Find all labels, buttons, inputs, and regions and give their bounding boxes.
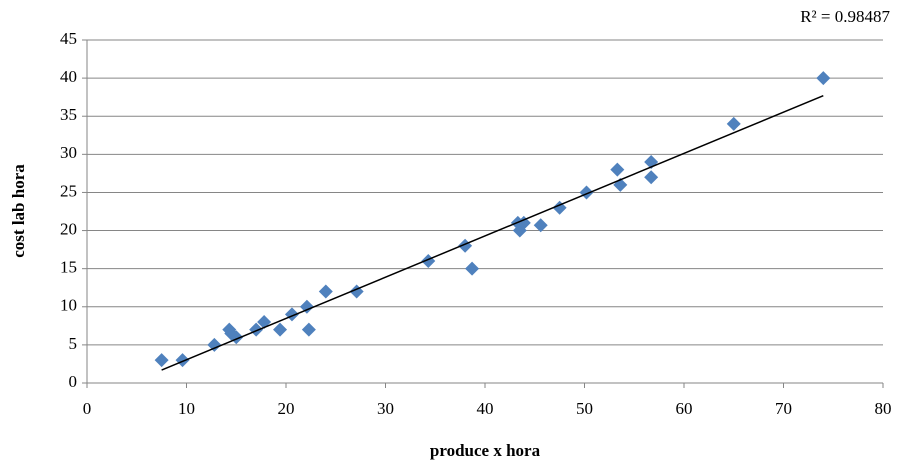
x-axis-title: produce x hora [430,441,541,460]
y-tick-label: 35 [60,105,77,124]
point [516,215,531,230]
x-tick-label: 0 [83,399,92,418]
point [318,284,333,299]
y-tick-label: 0 [69,372,78,391]
y-tick-label: 30 [60,143,77,162]
point [301,322,316,337]
trendline [161,94,824,371]
x-tick-label: 70 [775,399,792,418]
y-tick-label: 20 [60,219,77,238]
x-tick-label: 10 [178,399,195,418]
point [816,71,831,86]
point [465,261,480,276]
y-axis-title: cost lab hora [9,164,28,258]
y-tick-label: 45 [60,29,77,48]
point [207,337,222,352]
y-tick-label: 15 [60,258,77,277]
x-tick-label: 60 [676,399,693,418]
x-tick-label: 30 [377,399,394,418]
point [154,353,169,368]
x-tick-label: 20 [278,399,295,418]
point [726,116,741,131]
point [610,162,625,177]
y-tick-label: 10 [60,296,77,315]
x-tick-label: 40 [477,399,494,418]
point [421,254,436,269]
x-tick-label: 80 [875,399,892,418]
y-tick-label: 5 [69,334,78,353]
y-tick-label: 40 [60,67,77,86]
point [299,299,314,314]
point [273,322,288,337]
point [644,170,659,185]
y-tick-label: 25 [60,181,77,200]
annotation: R² = 0.98487 [800,7,890,26]
point [533,218,548,233]
x-tick-label: 50 [576,399,593,418]
point [249,322,264,337]
